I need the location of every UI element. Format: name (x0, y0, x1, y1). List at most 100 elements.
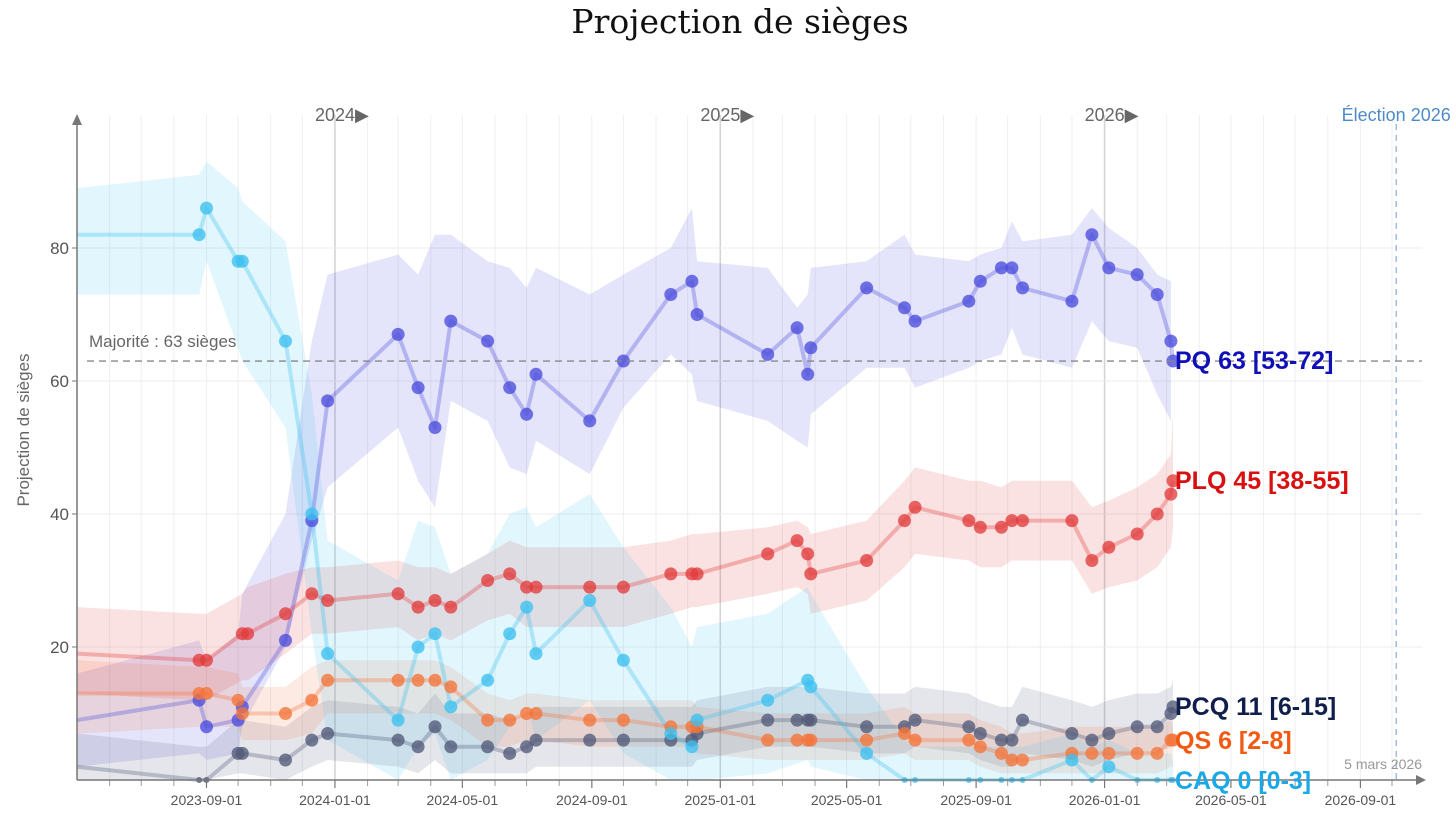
point-plq (391, 587, 405, 601)
point-plq (1005, 514, 1019, 528)
point-plq (898, 514, 911, 528)
point-plq (1065, 514, 1079, 528)
y-tick-label: 60 (50, 372, 69, 391)
point-plq (801, 547, 815, 561)
point-pq (503, 381, 517, 395)
point-plq (279, 607, 292, 621)
point-plq (444, 600, 458, 614)
point-pcq (994, 733, 1008, 747)
point-plq (1166, 474, 1180, 488)
point-qs (962, 733, 976, 747)
band-plq (77, 414, 1173, 701)
point-plq (503, 567, 517, 581)
point-plq (616, 580, 630, 594)
band-pq (77, 208, 1171, 767)
point-qs (503, 713, 517, 727)
point-plq (200, 653, 213, 667)
x-tick-label: 2026-09-01 (1325, 792, 1397, 808)
point-qs (898, 727, 911, 740)
x-tick-label: 2026-01-01 (1069, 792, 1141, 808)
end-label-pcq: PCQ 11 [6-15] (1175, 693, 1336, 721)
point-pq (391, 327, 405, 341)
point-qs (279, 707, 292, 720)
point-caq (444, 700, 458, 714)
point-plq (305, 587, 319, 601)
point-pq (804, 341, 818, 355)
point-pq (761, 347, 775, 361)
point-pq (973, 274, 987, 288)
point-pq (279, 633, 292, 647)
point-pcq (1085, 733, 1099, 747)
point-pq (1102, 261, 1116, 275)
point-caq (428, 627, 442, 641)
point-plq (860, 554, 874, 567)
band-caq (77, 161, 1173, 780)
point-pq (1130, 268, 1144, 282)
majority-label: Majorité : 63 sièges (89, 332, 236, 351)
point-caq (321, 647, 335, 661)
year-marker-label: 2025▶ (700, 105, 754, 125)
point-pq (1164, 334, 1178, 348)
point-pq (529, 367, 543, 381)
chart-title: Projection de sièges (571, 2, 908, 41)
point-qs (908, 733, 922, 747)
point-plq (994, 520, 1008, 534)
point-plq (1085, 554, 1099, 567)
point-qs (481, 713, 495, 727)
point-pq (685, 274, 699, 288)
point-caq (690, 713, 704, 727)
point-pq (444, 314, 458, 328)
point-caq (481, 673, 495, 687)
point-pcq (1005, 733, 1019, 747)
series-end-labels: PQ 63 [53-72] PLQ 45 [38-55] PCQ 11 [6-15]… (1175, 347, 1349, 795)
point-pcq (503, 746, 517, 760)
point-pcq (1150, 720, 1164, 734)
point-pq (481, 334, 495, 348)
point-pcq (411, 740, 425, 754)
point-plq (1102, 540, 1116, 554)
point-caq (192, 228, 206, 242)
point-qs (321, 673, 335, 687)
point-pcq (908, 713, 922, 727)
point-qs (305, 693, 319, 707)
point-pcq (391, 733, 405, 747)
point-plq (1016, 514, 1029, 528)
point-caq (860, 746, 874, 760)
point-qs (860, 733, 874, 747)
point-qs (200, 687, 213, 700)
point-plq (411, 600, 425, 614)
point-qs (1102, 746, 1116, 760)
point-pq (520, 407, 534, 421)
point-pcq (583, 733, 597, 747)
point-caq (235, 254, 249, 268)
point-qs (1150, 746, 1164, 760)
point-pq (664, 288, 678, 301)
point-plq (241, 627, 255, 641)
x-tick-label: 2024-09-01 (556, 792, 628, 808)
point-qs (1016, 753, 1029, 767)
point-pcq (761, 713, 775, 727)
point-pcq (1016, 713, 1029, 727)
point-pq (1005, 261, 1019, 275)
point-pcq (444, 740, 458, 754)
point-pq (200, 720, 213, 734)
point-qs (994, 746, 1008, 760)
y-axis-label: Projection de sièges (14, 353, 33, 506)
point-plq (690, 567, 704, 581)
point-plq (321, 594, 335, 607)
point-pq (790, 321, 804, 335)
point-pcq (962, 720, 976, 734)
point-qs (1130, 746, 1144, 760)
point-qs (616, 713, 630, 727)
year-marker-label: 2026▶ (1085, 105, 1139, 125)
year-marker-label: 2024▶ (315, 105, 369, 125)
axes: 20 40 60 80 2023-09-01 2024-01-01 2024-05-01 20… (50, 105, 1451, 808)
point-plq (1150, 507, 1164, 521)
point-pq (962, 294, 976, 308)
point-pcq (1130, 720, 1144, 734)
x-tick-label: 2024-01-01 (299, 792, 371, 808)
point-pq (1085, 228, 1099, 242)
x-tick-label: 2026-05-01 (1195, 792, 1267, 808)
point-caq (583, 594, 597, 607)
